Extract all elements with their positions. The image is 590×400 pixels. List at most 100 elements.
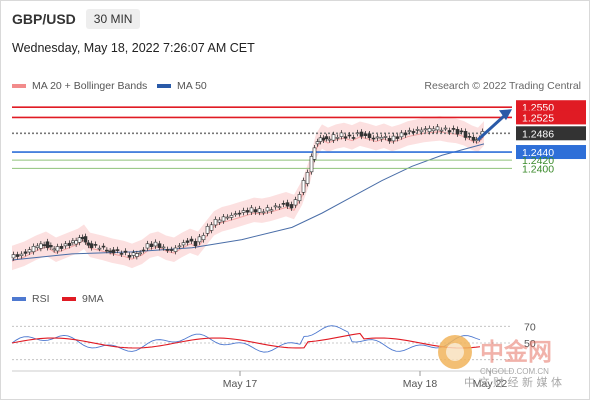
forecast-arrow-head	[499, 109, 512, 121]
candle-body	[301, 180, 306, 193]
candle-body	[375, 136, 380, 139]
candle-body	[233, 213, 238, 216]
candle-body	[108, 250, 112, 253]
candle-body	[23, 251, 28, 254]
bollinger-band	[12, 116, 484, 271]
candle-body	[419, 129, 424, 133]
rsi-level-label-50: 50	[524, 338, 536, 350]
candle-body	[451, 128, 456, 130]
candle-body	[281, 203, 286, 205]
timeframe-badge[interactable]: 30 MIN	[85, 9, 141, 29]
candle-body	[343, 136, 348, 139]
candle-body	[351, 137, 356, 139]
candle-body	[229, 215, 234, 218]
candle-body	[71, 240, 75, 243]
candle-body	[221, 216, 226, 222]
candle-body	[339, 132, 344, 137]
candle-body	[435, 126, 440, 131]
candle-body	[97, 247, 102, 250]
candle-body	[67, 242, 72, 246]
candle-body	[474, 139, 479, 142]
candle-body	[261, 211, 266, 214]
candle-body	[471, 136, 476, 141]
candle-body	[115, 249, 120, 251]
candle-body	[177, 245, 182, 248]
candle-body	[181, 242, 186, 246]
chart-header: GBP/USD 30 MIN	[12, 9, 141, 29]
legend-ma50: MA 50	[157, 80, 207, 92]
candle-body	[265, 207, 270, 212]
candle-body	[213, 219, 218, 226]
candle-body	[197, 236, 202, 243]
candle-body	[89, 243, 94, 249]
candle-body	[371, 137, 376, 140]
candle-body	[347, 134, 352, 137]
candle-body	[185, 240, 190, 243]
candle-body	[63, 243, 68, 247]
x-tick-label-May 17: May 17	[223, 378, 258, 390]
candle-body	[237, 212, 242, 215]
candle-body	[331, 134, 336, 141]
watermark-tagline: 中 文 财 经 新 媒 体	[464, 375, 562, 389]
candle-body	[387, 138, 392, 142]
candle-body	[318, 137, 323, 142]
candle-body	[391, 135, 396, 142]
rsi-level-label-70: 70	[524, 321, 536, 333]
candle-body	[289, 204, 294, 209]
candle-body	[355, 132, 360, 135]
candle-body	[39, 243, 43, 249]
candle-body	[49, 245, 53, 248]
candle-body	[297, 194, 302, 202]
x-tick-label-May 18: May 18	[403, 378, 438, 390]
candle-body	[52, 248, 56, 251]
candle-body	[157, 243, 162, 248]
candle-body	[145, 243, 150, 249]
level-label-1.2420: 1.2420	[522, 155, 554, 167]
candle-body	[161, 246, 166, 249]
candle-body	[315, 141, 320, 145]
candle-body	[463, 131, 468, 138]
x-tick-label-May 22: May 22	[473, 378, 508, 390]
candle-body	[467, 136, 472, 138]
candle-body	[138, 252, 142, 255]
watermark-url: CNGOLD.COM.CN	[480, 367, 549, 376]
candle-body	[123, 250, 128, 253]
candle-body	[209, 224, 214, 231]
candle-body	[86, 242, 91, 246]
candle-body	[11, 254, 16, 259]
candle-body	[119, 253, 124, 255]
candle-body	[395, 136, 400, 139]
candle-body	[193, 241, 198, 246]
candle-body	[305, 172, 310, 184]
candle-body	[324, 136, 329, 139]
candle-body	[427, 128, 432, 132]
candle-body	[169, 249, 174, 251]
candle-body	[153, 241, 158, 247]
candle-body	[379, 136, 384, 140]
candle-body	[327, 138, 332, 141]
candle-body	[245, 210, 250, 213]
level-label-1.2486: 1.2486	[522, 128, 554, 140]
candle-body	[127, 255, 132, 258]
x-axis: May 17 May 18 May 22	[12, 370, 512, 390]
candle-body	[321, 137, 326, 141]
candle-body	[15, 254, 20, 257]
candle-body	[189, 238, 194, 242]
forecast-arrow-shaft	[476, 113, 508, 141]
level-label-1.2525: 1.2525	[522, 112, 554, 124]
ma50-swatch	[157, 84, 171, 88]
candle-body	[19, 253, 24, 257]
candle-body	[277, 206, 282, 209]
watermark-logo-inner-icon	[446, 343, 464, 361]
bb-swatch	[12, 84, 26, 88]
candle-body	[135, 253, 139, 257]
candle-body	[415, 129, 420, 131]
candle-body	[45, 241, 50, 248]
candle-body	[459, 130, 464, 133]
level-box-1.2525	[516, 110, 586, 125]
candle-body	[149, 243, 154, 248]
candle-body	[335, 137, 340, 139]
